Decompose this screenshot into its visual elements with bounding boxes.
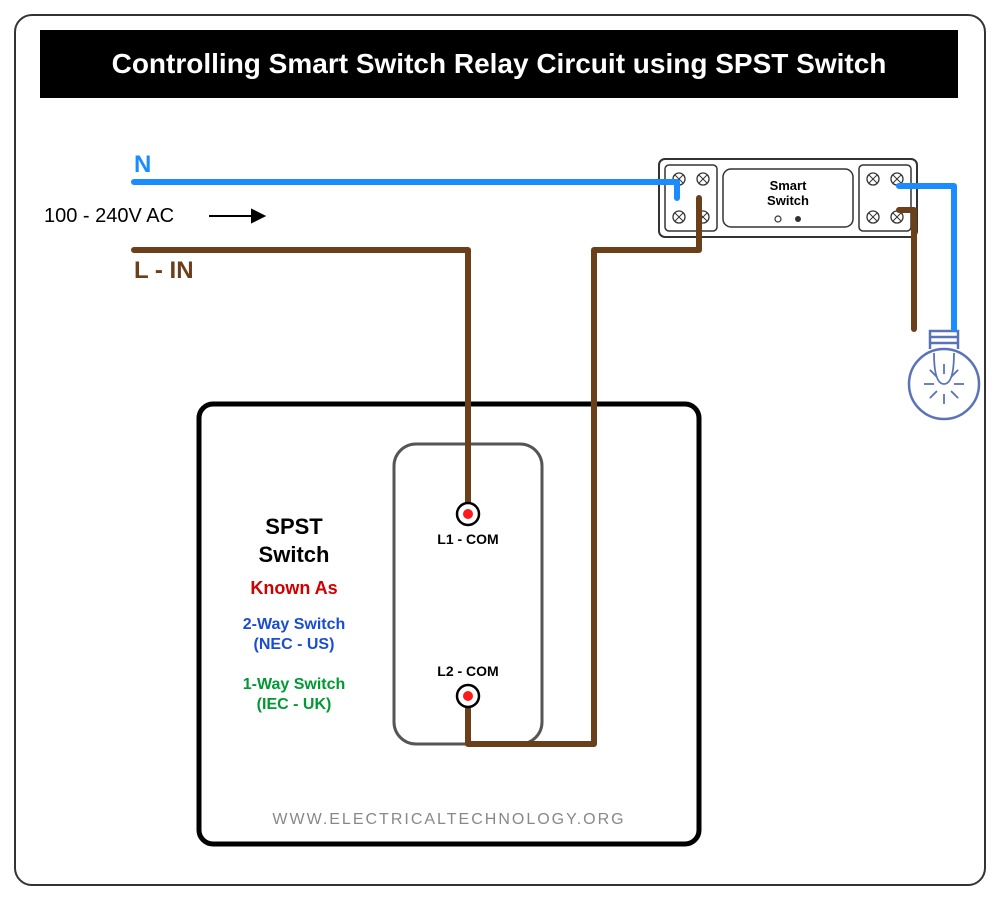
l1-terminal-dot <box>463 509 473 519</box>
watermark-text: WWW.ELECTRICALTECHNOLOGY.ORG <box>272 811 625 828</box>
smart-switch-label: SmartSwitch <box>767 178 809 208</box>
screw-icon <box>867 173 879 185</box>
voltage-arrow-icon <box>209 210 264 222</box>
smart-switch-right-plate <box>859 165 911 231</box>
iec-line2: (IEC - UK) <box>257 696 332 713</box>
spst-title-line2: Switch <box>259 542 330 567</box>
light-bulb-icon <box>909 331 979 419</box>
nec-line2: (NEC - US) <box>254 636 335 653</box>
bulb-base <box>930 331 958 349</box>
neutral-wire-in <box>134 182 677 198</box>
screw-icon <box>673 211 685 223</box>
smart-switch-left-plate <box>665 165 717 231</box>
spst-title-line1: SPST <box>265 514 323 539</box>
l1-label: L1 - COM <box>437 531 498 547</box>
screw-icon <box>867 211 879 223</box>
screw-icon <box>697 173 709 185</box>
neutral-label: N <box>134 151 151 178</box>
known-as-label: Known As <box>250 578 337 598</box>
live-label: L - IN <box>134 257 194 284</box>
diagram-svg: N L - IN 100 - 240V AC SmartSwitch SPST … <box>14 14 986 886</box>
l2-label: L2 - COM <box>437 663 498 679</box>
smart-switch-button-icon <box>795 216 801 222</box>
iec-line1: 1-Way Switch <box>243 676 346 693</box>
nec-line1: 2-Way Switch <box>243 616 346 633</box>
l2-terminal-dot <box>463 691 473 701</box>
voltage-label: 100 - 240V AC <box>44 205 174 227</box>
